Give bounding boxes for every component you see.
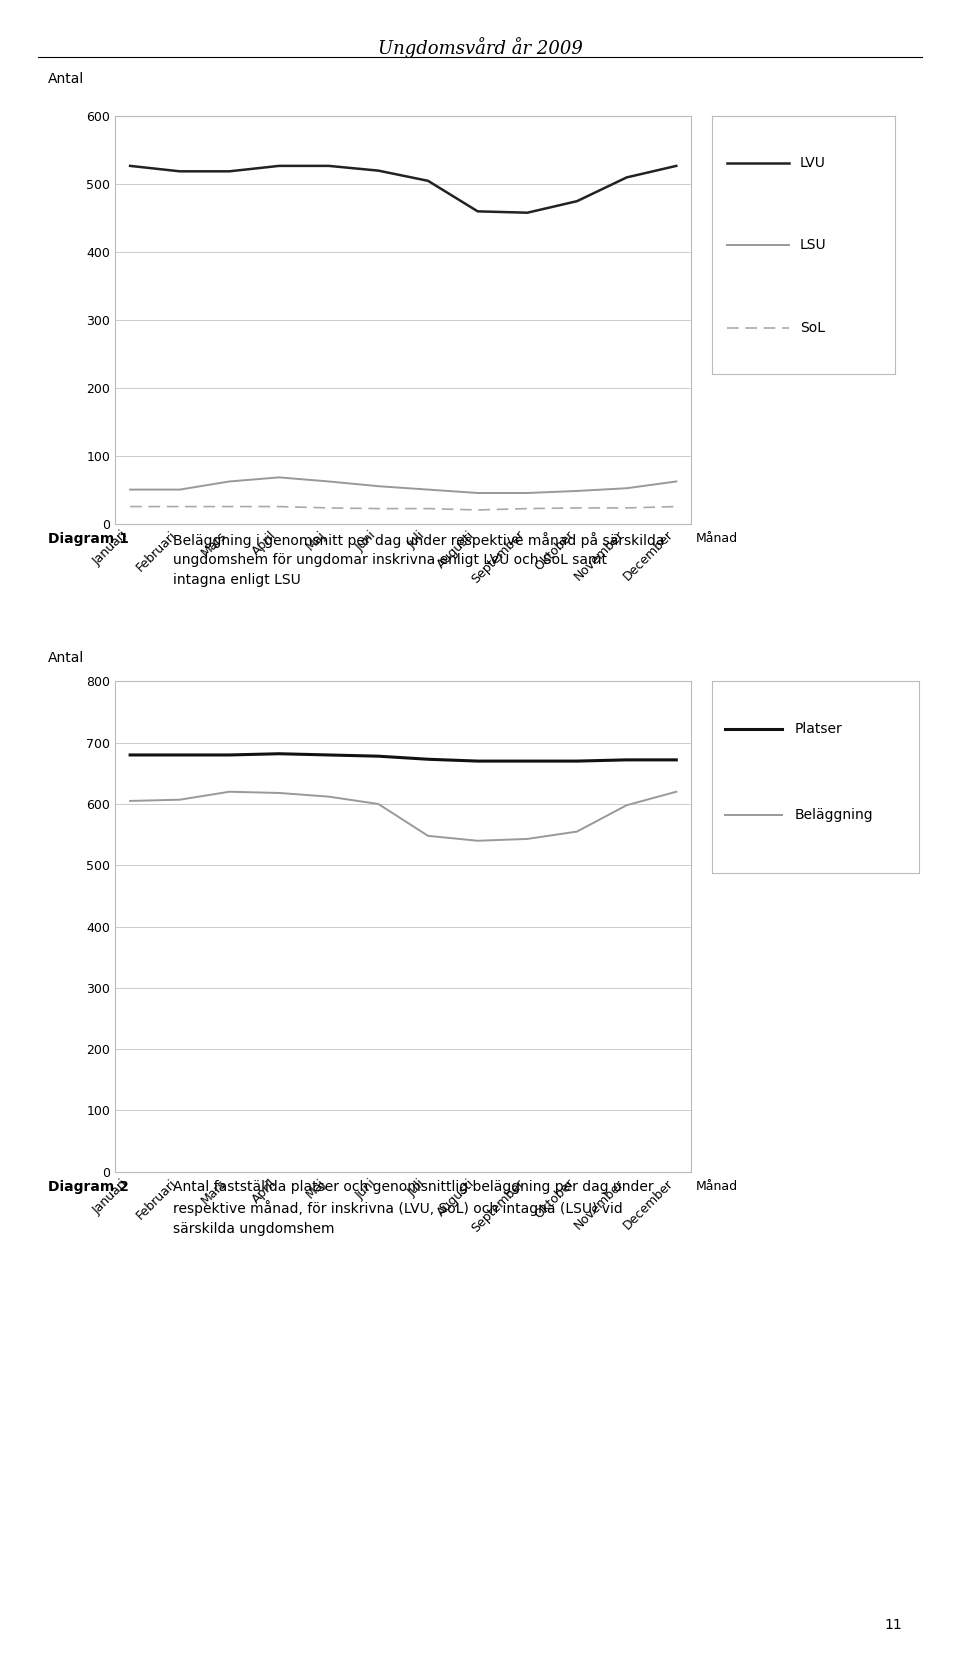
Text: Beläggning: Beläggning [795,808,874,823]
Text: Platser: Platser [795,723,843,736]
Text: SoL: SoL [800,321,825,334]
Text: Beläggning i genomsnitt per dag under respektive månad på särskilda
ungdomshem f: Beläggning i genomsnitt per dag under re… [173,532,664,587]
Text: Månad: Månad [696,1180,738,1193]
Text: 11: 11 [885,1619,902,1632]
Text: LVU: LVU [800,156,826,170]
Text: Antal: Antal [48,652,84,665]
Text: Diagram 1: Diagram 1 [48,532,129,545]
Text: LSU: LSU [800,238,827,253]
Text: Månad: Månad [696,532,738,545]
Text: Antal fastställda platser och genomsnittlig beläggning per dag under
respektive : Antal fastställda platser och genomsnitt… [173,1180,654,1237]
Text: Ungdomsvård år 2009: Ungdomsvård år 2009 [377,37,583,58]
Text: Antal: Antal [48,73,84,86]
Text: Diagram 2: Diagram 2 [48,1180,129,1193]
